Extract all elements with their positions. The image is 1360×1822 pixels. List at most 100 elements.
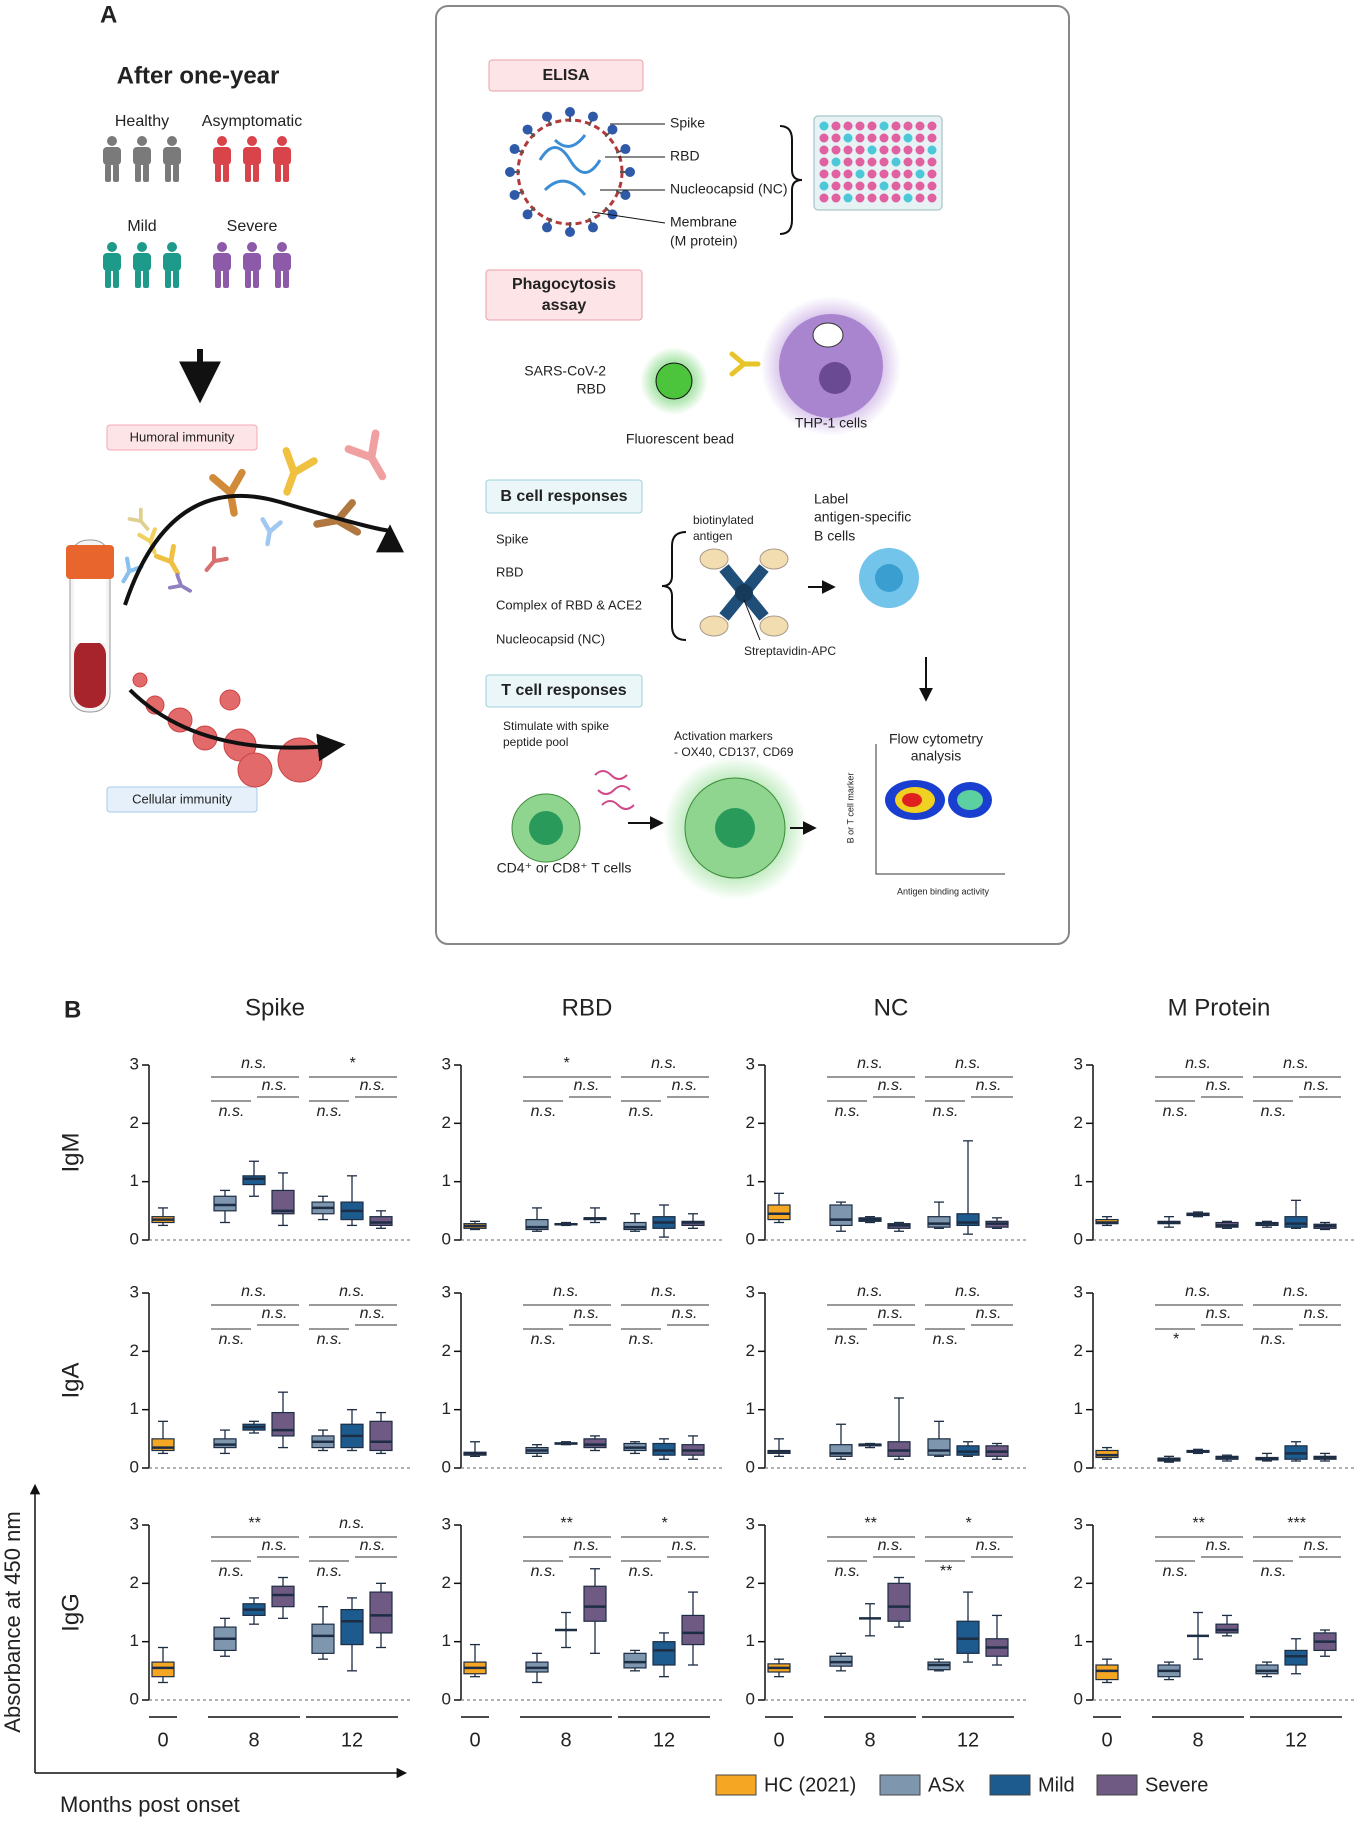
y-tick-label: 0	[746, 1689, 755, 1708]
plate-well	[819, 121, 829, 131]
x-tick-label: 8	[248, 1729, 259, 1751]
sig-label: n.s.	[672, 1537, 698, 1554]
bcell-antigen: RBD	[496, 564, 523, 579]
y-tick-label: 1	[130, 1171, 139, 1190]
column-title: M Protein	[1168, 994, 1271, 1021]
sig-label: n.s.	[339, 1515, 365, 1532]
plate-well	[915, 157, 925, 167]
person-icon	[133, 242, 151, 288]
box	[767, 1204, 791, 1221]
plate-well	[843, 169, 853, 179]
sig-label: n.s.	[1206, 1537, 1232, 1554]
box	[525, 1218, 549, 1231]
sig-label: n.s.	[976, 1537, 1002, 1554]
y-tick-label: 0	[1074, 1229, 1083, 1248]
phago-title: Phagocytosis	[512, 276, 616, 293]
sig-label: n.s.	[219, 1331, 245, 1348]
person-icon	[243, 136, 261, 182]
y-tick-label: 0	[746, 1229, 755, 1248]
tcell-label: CD4⁺ or CD8⁺ T cells	[497, 860, 632, 876]
flow-plot	[875, 744, 1005, 875]
y-tick-label: 1	[130, 1399, 139, 1418]
plate-well	[879, 181, 889, 191]
box	[887, 1582, 911, 1622]
red-cell	[132, 672, 148, 688]
y-tick-label: 2	[130, 1573, 139, 1592]
plate-well	[855, 121, 865, 131]
sig-label: n.s.	[1283, 1055, 1309, 1072]
spike-head	[587, 111, 598, 122]
antigen-label: RBD	[670, 148, 700, 164]
flow-plot-part	[875, 744, 1005, 875]
antibody	[127, 507, 156, 536]
box	[369, 1216, 393, 1227]
plate-well	[903, 181, 913, 191]
thp1-label: THP-1 cells	[795, 415, 867, 431]
sig-label: n.s.	[531, 1103, 557, 1120]
spike-head	[607, 124, 618, 135]
person-icon	[163, 136, 181, 182]
sig-label: n.s.	[629, 1563, 655, 1580]
sig-label: n.s.	[976, 1305, 1002, 1322]
x-tick-label: 0	[1101, 1729, 1112, 1751]
box	[956, 1213, 980, 1227]
sig-label: n.s.	[672, 1305, 698, 1322]
sig-label: n.s.	[219, 1563, 245, 1580]
rbd-label: RBD	[576, 381, 606, 397]
sig-label: n.s.	[339, 1283, 365, 1300]
sig-label: n.s.	[1304, 1305, 1330, 1322]
bcell-antigen: Nucleocapsid (NC)	[496, 631, 605, 646]
plate-well	[819, 145, 829, 155]
spike-head	[542, 222, 553, 233]
tetramer-part	[759, 615, 789, 637]
spike-head	[505, 167, 515, 177]
plate-well	[903, 121, 913, 131]
plate-well	[867, 121, 877, 131]
person-icon	[103, 136, 121, 182]
plate-well	[867, 133, 877, 143]
bcell-antigen: Complex of RBD & ACE2	[496, 597, 642, 612]
sig-label: n.s.	[976, 1077, 1002, 1094]
spike-head	[509, 189, 520, 200]
plate-well	[855, 157, 865, 167]
sig-label: n.s.	[1206, 1077, 1232, 1094]
y-tick-label: 3	[130, 1514, 139, 1533]
plate-well	[927, 157, 937, 167]
thp1-cell	[761, 296, 901, 436]
plate-well	[855, 181, 865, 191]
box	[369, 1420, 393, 1452]
sig-label: n.s.	[360, 1537, 386, 1554]
plate-well	[879, 169, 889, 179]
sig-label: ***	[1287, 1515, 1306, 1532]
sig-label: n.s.	[651, 1055, 677, 1072]
y-tick-label: 0	[130, 1229, 139, 1248]
methods-panel-part	[488, 59, 644, 92]
spike-head	[607, 209, 618, 220]
y-tick-label: 2	[130, 1113, 139, 1132]
thp1-cell-part	[812, 322, 844, 348]
plate-well	[891, 193, 901, 203]
t-cell-part	[529, 811, 563, 845]
y-tick-label: 3	[746, 1282, 755, 1301]
sig-label: n.s.	[241, 1055, 267, 1072]
box	[213, 1195, 237, 1212]
box	[1284, 1649, 1308, 1666]
sig-label: n.s.	[553, 1283, 579, 1300]
t-cell	[511, 793, 581, 863]
flow-title: analysis	[911, 748, 962, 764]
sig-label: *	[563, 1055, 570, 1072]
box	[829, 1204, 853, 1227]
row-title: IgM	[57, 1132, 84, 1172]
sig-label: **	[864, 1515, 877, 1532]
box-plot: 0 1 2 3 n.s. n.s. n.s. n.s. n.s. n.s.	[746, 1054, 1027, 1248]
plate-well	[879, 193, 889, 203]
blood-tube-part	[66, 545, 114, 579]
box	[623, 1652, 647, 1669]
sig-label: n.s.	[835, 1331, 861, 1348]
box-plot: 0 1 2 3 n.s. n.s. n.s. n.s. n.s. n.s.	[1074, 1054, 1355, 1248]
box-plot: 0 1 2 3 n.s. n.s. n.s. n.s. n.s. n.s.	[130, 1282, 411, 1476]
flow-plot-part	[957, 790, 983, 810]
sig-label: *	[965, 1515, 972, 1532]
